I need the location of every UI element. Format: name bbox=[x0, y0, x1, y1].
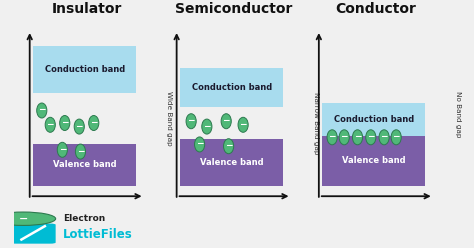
Text: Electron: Electron bbox=[63, 214, 105, 223]
Text: Semiconductor: Semiconductor bbox=[175, 2, 292, 16]
Bar bbox=[33, 144, 136, 186]
Text: −: − bbox=[90, 118, 98, 127]
Bar bbox=[180, 139, 283, 186]
Circle shape bbox=[45, 117, 55, 132]
Text: −: − bbox=[239, 120, 247, 129]
Text: −: − bbox=[354, 132, 361, 141]
Text: Conductor: Conductor bbox=[335, 2, 416, 16]
Circle shape bbox=[224, 139, 234, 154]
Text: −: − bbox=[187, 116, 195, 125]
Text: Valence band: Valence band bbox=[200, 158, 264, 167]
Text: Valence band: Valence band bbox=[342, 156, 406, 165]
Text: −: − bbox=[380, 132, 388, 141]
Text: Valence band: Valence band bbox=[53, 160, 117, 169]
Text: Conduction band: Conduction band bbox=[45, 65, 125, 74]
Text: Narrow Band gap: Narrow Band gap bbox=[313, 92, 319, 154]
Text: LottieFiles: LottieFiles bbox=[63, 228, 133, 241]
Circle shape bbox=[186, 114, 196, 129]
Circle shape bbox=[221, 114, 231, 129]
Text: No Band gap: No Band gap bbox=[455, 91, 461, 137]
Text: −: − bbox=[203, 122, 210, 130]
Bar bbox=[180, 68, 283, 107]
Circle shape bbox=[60, 116, 70, 130]
Circle shape bbox=[75, 144, 85, 159]
Circle shape bbox=[0, 212, 55, 225]
Text: −: − bbox=[77, 147, 84, 155]
Text: −: − bbox=[340, 132, 348, 141]
Circle shape bbox=[391, 130, 401, 145]
Text: −: − bbox=[367, 132, 374, 141]
Text: −: − bbox=[59, 145, 66, 154]
Circle shape bbox=[379, 130, 389, 145]
Circle shape bbox=[36, 103, 47, 118]
Bar bbox=[322, 103, 425, 135]
Circle shape bbox=[74, 119, 84, 134]
Text: −: − bbox=[328, 132, 336, 141]
Text: Conduction band: Conduction band bbox=[334, 115, 414, 124]
Circle shape bbox=[238, 117, 248, 132]
Text: Conduction band: Conduction band bbox=[191, 83, 272, 92]
Text: −: − bbox=[75, 122, 83, 130]
Text: −: − bbox=[196, 139, 203, 148]
Text: −: − bbox=[61, 118, 69, 127]
Bar bbox=[322, 135, 425, 186]
Circle shape bbox=[202, 119, 212, 134]
Text: −: − bbox=[46, 120, 54, 129]
Circle shape bbox=[194, 137, 205, 152]
Text: −: − bbox=[225, 141, 232, 150]
Circle shape bbox=[366, 130, 376, 145]
Circle shape bbox=[89, 116, 99, 130]
Text: −: − bbox=[18, 213, 28, 223]
FancyBboxPatch shape bbox=[10, 224, 55, 244]
Circle shape bbox=[353, 130, 363, 145]
Text: Insulator: Insulator bbox=[51, 2, 122, 16]
Text: −: − bbox=[392, 132, 400, 141]
Text: −: − bbox=[222, 116, 230, 125]
Circle shape bbox=[327, 130, 337, 145]
Circle shape bbox=[57, 142, 67, 157]
Bar bbox=[33, 46, 136, 93]
Circle shape bbox=[339, 130, 349, 145]
Text: −: − bbox=[38, 105, 46, 115]
Text: Wide Band gap: Wide Band gap bbox=[166, 91, 172, 146]
